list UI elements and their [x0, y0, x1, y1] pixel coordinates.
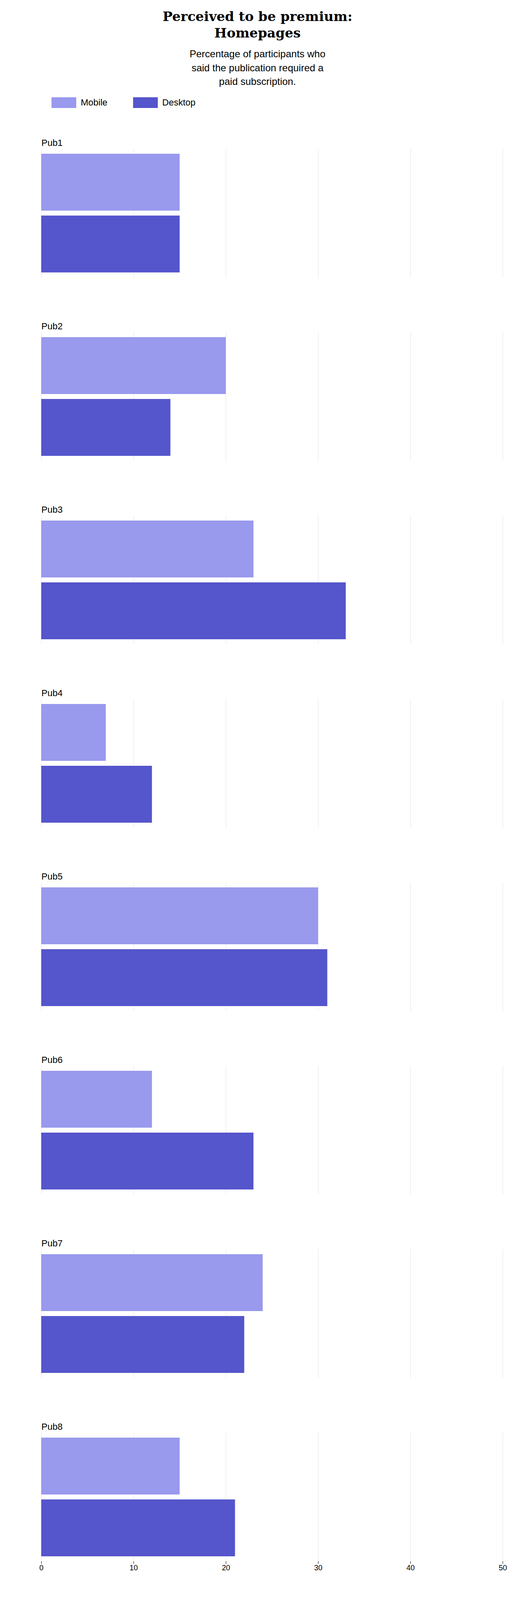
html-text:paid subscription.: paid subscription.: [219, 75, 296, 88]
svg-text:Pub3: Pub3: [41, 503, 63, 515]
svg-text:40: 40: [406, 1563, 415, 1572]
html-text:Percentage of participants who: Percentage of participants who: [189, 48, 326, 60]
svg-text:Pub8: Pub8: [41, 1420, 63, 1431]
svg-text:50: 50: [498, 1563, 507, 1572]
svg-text:Pub2: Pub2: [41, 320, 63, 331]
svg-text:Pub7: Pub7: [41, 1237, 63, 1248]
svg-text:20: 20: [221, 1563, 230, 1572]
svg-text:Pub6: Pub6: [41, 1053, 63, 1065]
html-text:Desktop: Desktop: [162, 97, 196, 108]
svg-text:Pub4: Pub4: [41, 687, 63, 698]
svg-text:30: 30: [313, 1563, 323, 1572]
html-text:Perceived to be premium:: Perceived to be premium:: [162, 8, 353, 25]
html-text:Mobile: Mobile: [80, 97, 108, 108]
svg-text:0: 0: [39, 1563, 44, 1572]
svg-text:Pub1: Pub1: [41, 137, 63, 148]
svg-text:Pub5: Pub5: [41, 870, 63, 881]
html-text:Homepages: Homepages: [214, 25, 301, 41]
svg-text:10: 10: [129, 1563, 138, 1572]
html-text:said the publication required: said the publication required a: [191, 62, 324, 74]
